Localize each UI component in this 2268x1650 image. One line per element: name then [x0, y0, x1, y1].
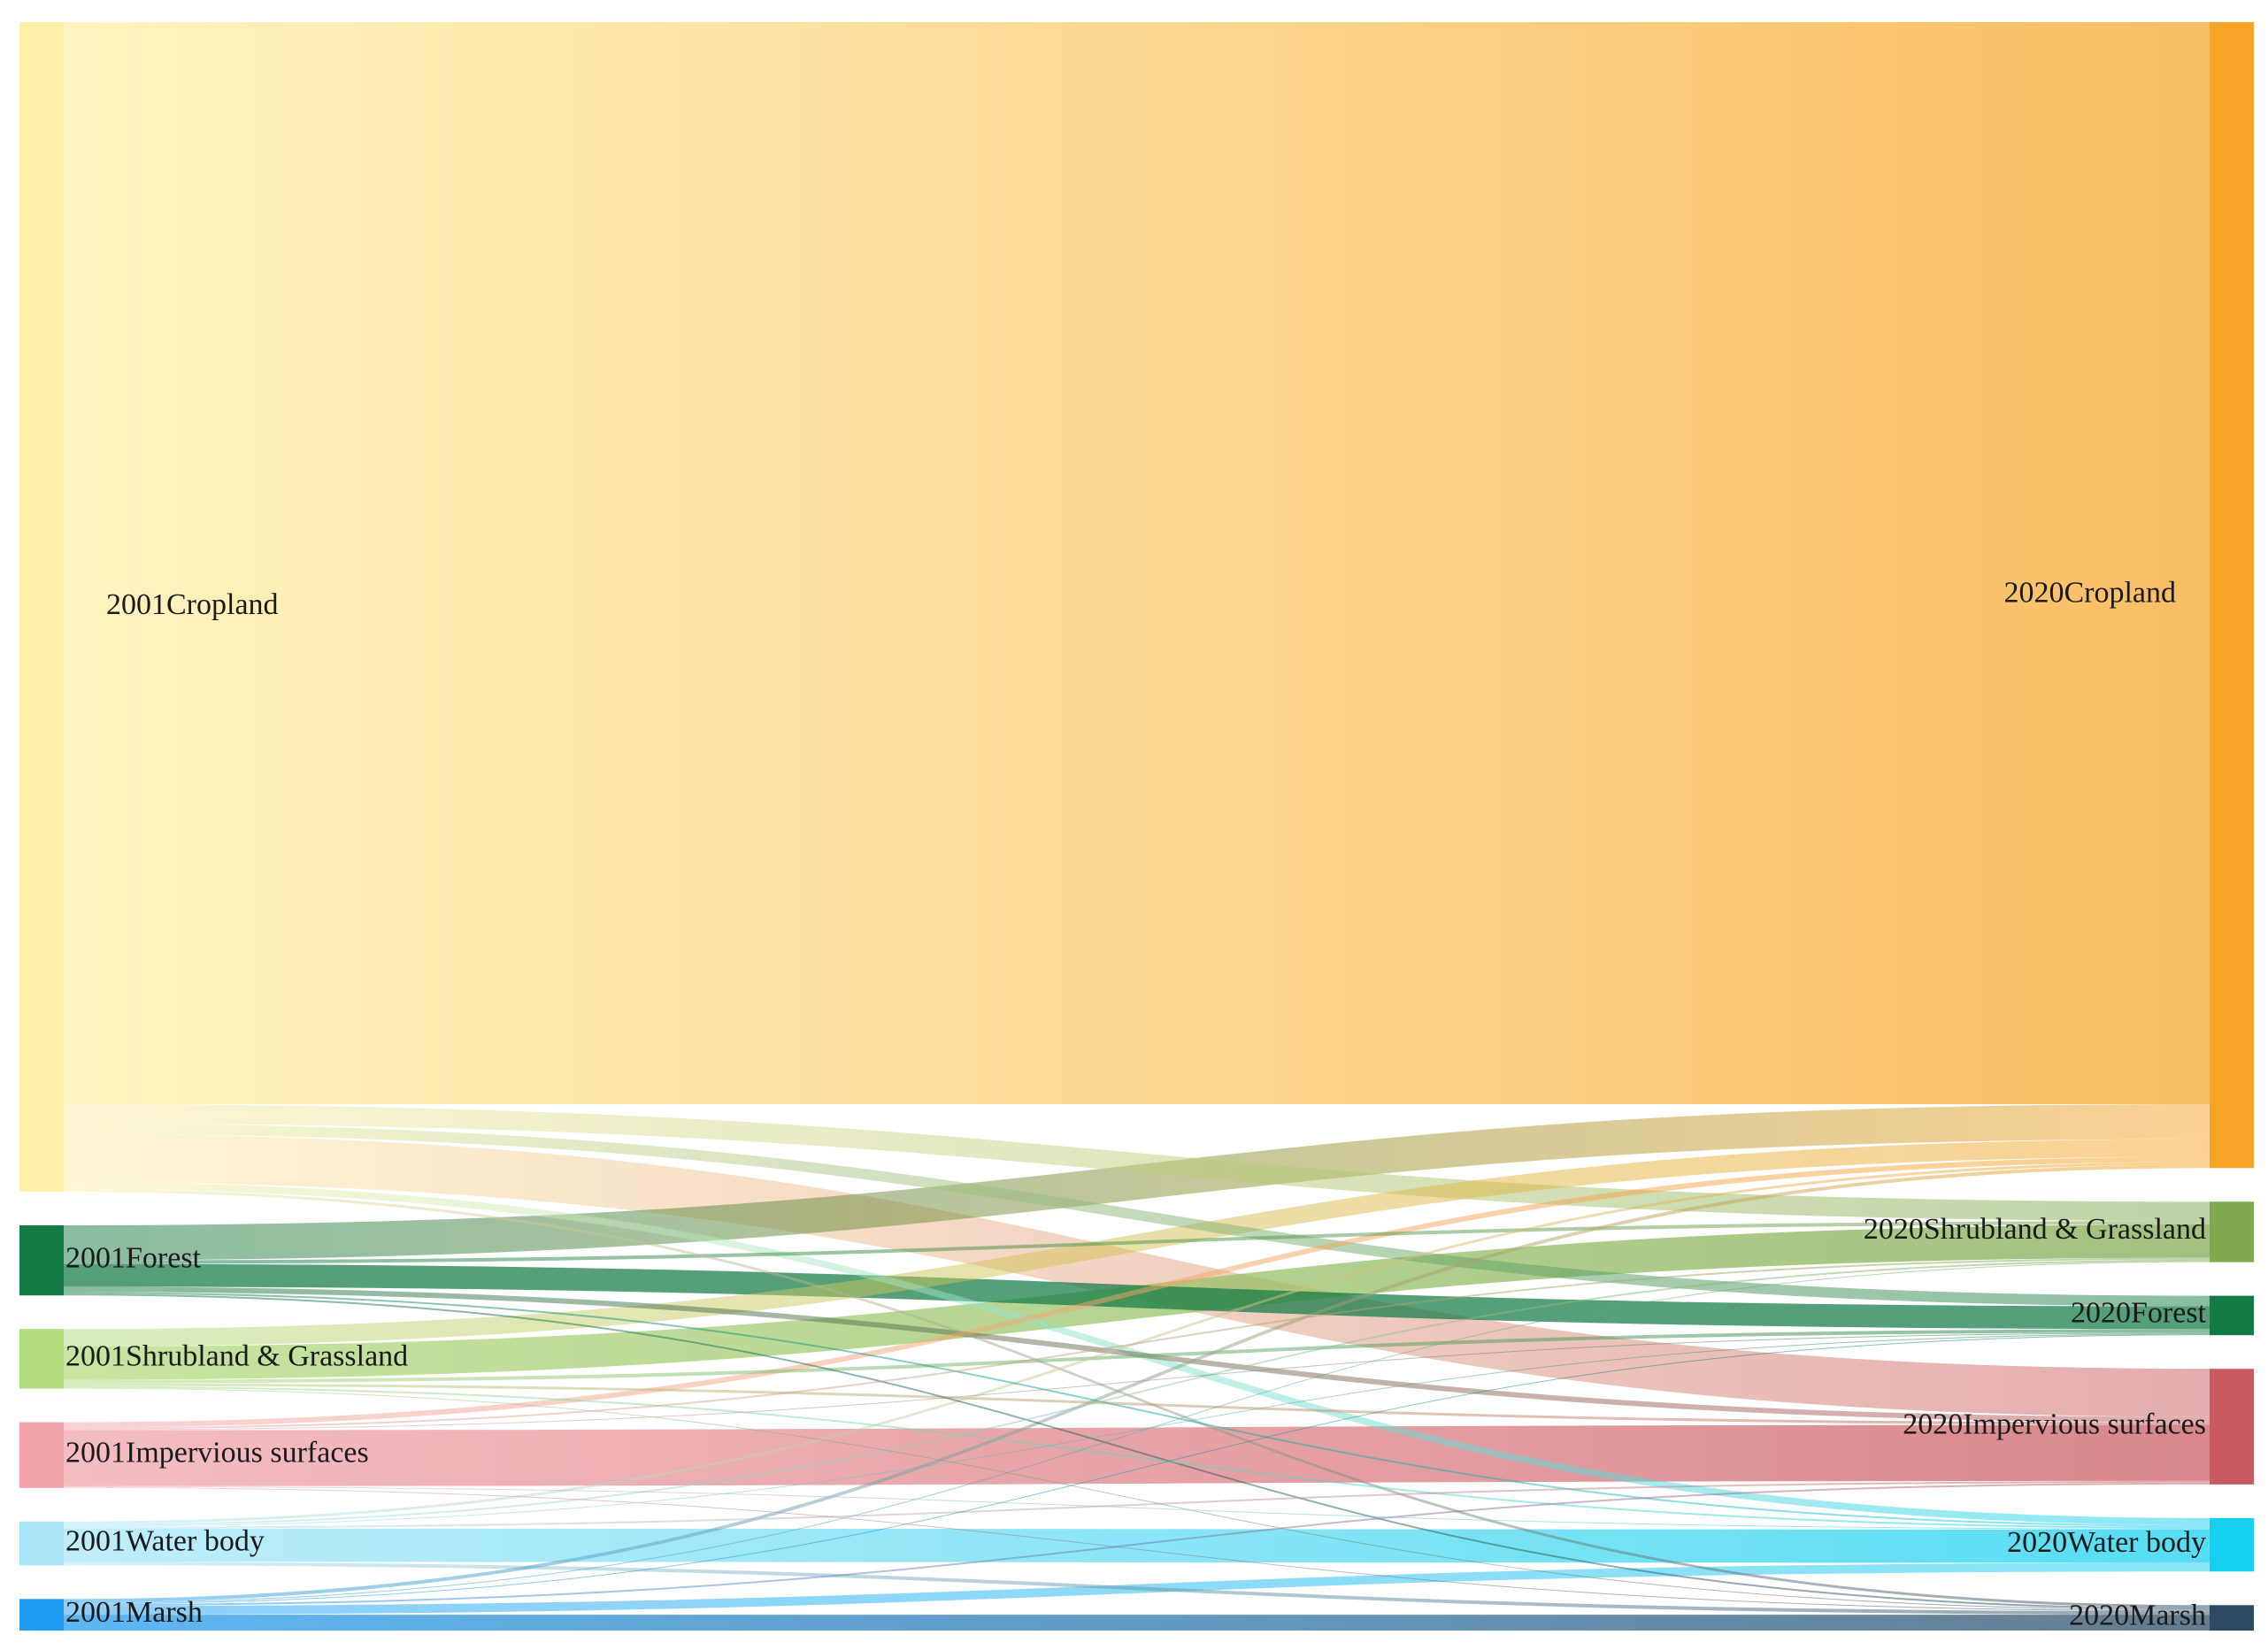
link-i01-to-f20: [64, 1332, 2210, 1431]
node-label-2020shrubland-and-grassland: 2020Shrubland & Grassland: [1864, 1213, 2206, 1246]
link-s01-to-w20: [64, 1385, 2210, 1529]
link-i01-to-c20: [64, 1156, 2210, 1428]
node-label-2020water-body: 2020Water body: [2007, 1526, 2206, 1559]
link-w01-to-f20: [64, 1333, 2210, 1527]
node-2020shrubland-and-grassland: [2210, 1201, 2254, 1262]
node-label-2001shrubland-and-grassland: 2001Shrubland & Grassland: [65, 1340, 408, 1373]
node-2001cropland: [19, 22, 64, 1193]
link-s01-to-m20: [64, 1387, 2210, 1611]
nodes-layer: [19, 22, 2254, 1631]
node-label-2001marsh: 2001Marsh: [65, 1596, 203, 1629]
node-2001impervious-surfaces: [19, 1422, 64, 1488]
node-label-2001water-body: 2001Water body: [65, 1524, 265, 1557]
node-2020cropland: [2210, 22, 2254, 1169]
link-i01-to-m20: [64, 1486, 2210, 1612]
link-w01-to-m20: [64, 1562, 2210, 1615]
link-c01-to-m20: [64, 1189, 2210, 1608]
link-m01-to-c20: [64, 1164, 2210, 1603]
labels-layer: 2001Cropland 2001Forest 2001Shrubland & Gr…: [65, 576, 2207, 1631]
links-layer: [64, 22, 2210, 1631]
link-w01-to-s20: [64, 1259, 2210, 1526]
link-m01-to-m20: [64, 1615, 2210, 1631]
link-c01-to-s20: [64, 1103, 2210, 1222]
link-m01-to-s20: [64, 1261, 2210, 1604]
link-f01-to-w20: [64, 1292, 2210, 1527]
link-i01-to-i20: [64, 1424, 2210, 1486]
node-label-2020impervious-surfaces: 2020Impervious surfaces: [1903, 1408, 2206, 1440]
link-m01-to-i20: [64, 1482, 2210, 1607]
node-label-2020cropland: 2020Cropland: [2003, 576, 2176, 609]
node-2020water-body: [2210, 1517, 2254, 1572]
node-2001marsh: [19, 1599, 64, 1631]
link-c01-to-f20: [64, 1123, 2210, 1307]
node-2001water-body: [19, 1521, 64, 1566]
link-s01-to-i20: [64, 1383, 2210, 1425]
link-m01-to-f20: [64, 1334, 2210, 1605]
link-w01-to-i20: [64, 1480, 2210, 1529]
node-label-2001cropland: 2001Cropland: [106, 588, 279, 621]
node-2001forest: [19, 1225, 64, 1296]
link-w01-to-w20: [64, 1528, 2210, 1563]
node-label-2001forest: 2001Forest: [65, 1241, 202, 1274]
link-i01-to-w20: [64, 1485, 2210, 1530]
link-s01-to-f20: [64, 1329, 2210, 1384]
link-c01-to-c20: [64, 22, 2210, 1104]
link-c01-to-i20: [64, 1133, 2210, 1417]
link-f01-to-s20: [64, 1221, 2210, 1264]
node-2001shrubland-and-grassland: [19, 1329, 64, 1389]
node-label-2001impervious-surfaces: 2001Impervious surfaces: [65, 1436, 369, 1469]
node-label-2020marsh: 2020Marsh: [2069, 1599, 2206, 1631]
link-i01-to-s20: [64, 1257, 2210, 1430]
node-2020impervious-surfaces: [2210, 1369, 2254, 1485]
node-2020marsh: [2210, 1605, 2254, 1631]
node-label-2020forest: 2020Forest: [2071, 1297, 2207, 1330]
node-2020forest: [2210, 1295, 2254, 1336]
link-f01-to-m20: [64, 1293, 2210, 1610]
link-f01-to-f20: [64, 1263, 2210, 1330]
